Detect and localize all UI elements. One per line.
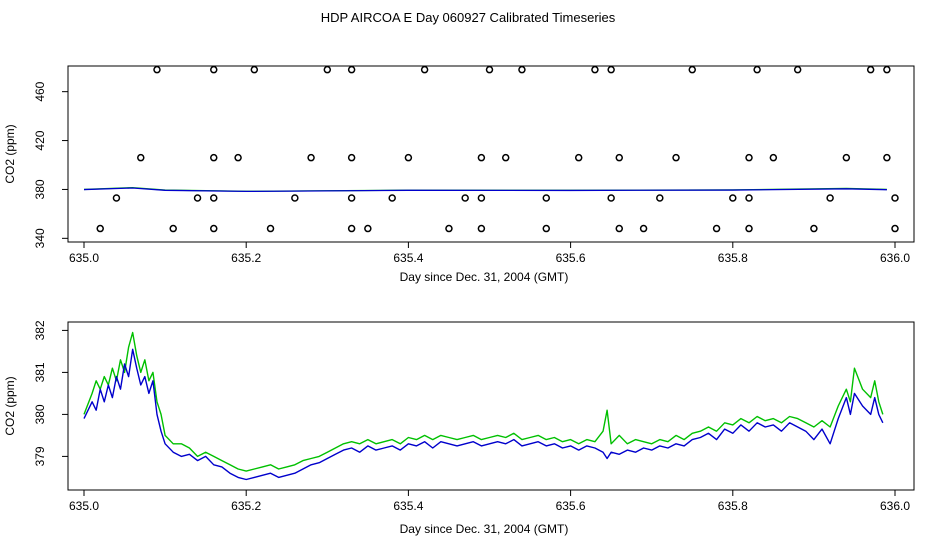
x-tick-label: 635.8 bbox=[718, 251, 748, 265]
scatter-point bbox=[883, 65, 891, 74]
scatter-point bbox=[291, 194, 299, 202]
scatter-point bbox=[420, 65, 429, 74]
x-tick-label: 635.0 bbox=[69, 499, 99, 513]
x-tick-label: 635.6 bbox=[556, 251, 586, 265]
scatter-point bbox=[266, 224, 275, 233]
blue-series-line bbox=[83, 348, 884, 481]
scatter-point bbox=[364, 224, 372, 233]
scatter-point bbox=[866, 65, 875, 74]
figure-title: HDP AIRCOA E Day 060927 Calibrated Times… bbox=[321, 10, 616, 25]
y-tick-label: 380 bbox=[33, 179, 47, 199]
x-tick-label: 635.2 bbox=[231, 499, 261, 513]
scatter-point bbox=[193, 194, 202, 202]
x-tick-label: 636.0 bbox=[880, 251, 910, 265]
x-tick-label: 635.4 bbox=[393, 251, 423, 265]
scatter-point bbox=[347, 153, 356, 162]
y-tick-label: 381 bbox=[33, 362, 47, 382]
upper-panel: Day since Dec. 31, 2004 (GMT) CO2 (ppm) … bbox=[3, 65, 915, 284]
y-tick-label: 379 bbox=[33, 446, 47, 466]
scatter-point bbox=[445, 224, 453, 233]
scatter-point bbox=[501, 153, 510, 162]
y-tick-label: 380 bbox=[33, 404, 47, 424]
x-tick-label: 635.2 bbox=[231, 251, 261, 265]
lower-plot-frame bbox=[67, 321, 915, 491]
x-tick-label: 635.6 bbox=[556, 499, 586, 513]
scatter-point bbox=[842, 153, 851, 162]
y-tick-label: 420 bbox=[33, 130, 47, 150]
scatter-point bbox=[712, 224, 721, 233]
lower-x-axis-label: Day since Dec. 31, 2004 (GMT) bbox=[400, 522, 569, 536]
scatter-point bbox=[210, 65, 218, 74]
x-tick-label: 635.0 bbox=[69, 251, 99, 265]
scatter-point bbox=[745, 224, 753, 233]
scatter-point bbox=[883, 153, 891, 162]
scatter-point bbox=[574, 153, 583, 162]
scatter-point bbox=[404, 153, 413, 162]
lower-y-axis-label: CO2 (ppm) bbox=[3, 376, 17, 435]
scatter-point bbox=[891, 194, 899, 202]
y-tick-label: 340 bbox=[33, 228, 47, 248]
scatter-point bbox=[615, 224, 624, 233]
scatter-point bbox=[729, 194, 737, 202]
scatter-point bbox=[477, 224, 486, 233]
scatter-point bbox=[656, 194, 664, 202]
scatter-point bbox=[388, 194, 396, 202]
scatter-point bbox=[477, 153, 486, 162]
scatter-point bbox=[542, 224, 551, 233]
scatter-point bbox=[518, 65, 526, 74]
scatter-point bbox=[615, 153, 624, 162]
y-tick-label: 382 bbox=[33, 320, 47, 340]
scatter-point bbox=[153, 65, 161, 74]
scatter-point bbox=[891, 224, 899, 233]
x-tick-label: 635.4 bbox=[393, 499, 423, 513]
upper-plot-frame bbox=[67, 65, 915, 243]
scatter-point bbox=[461, 194, 469, 202]
scatter-point bbox=[769, 153, 778, 162]
scatter-point bbox=[347, 65, 356, 74]
scatter-point bbox=[323, 65, 332, 74]
x-tick-label: 635.8 bbox=[718, 499, 748, 513]
scatter-point bbox=[485, 65, 494, 74]
scatter-point bbox=[96, 224, 104, 233]
green-series-line bbox=[83, 331, 884, 472]
scatter-point bbox=[210, 194, 218, 202]
scatter-point bbox=[169, 224, 177, 233]
scatter-point bbox=[591, 65, 599, 74]
scatter-point bbox=[745, 194, 753, 202]
y-tick-label: 460 bbox=[33, 81, 47, 101]
x-tick-label: 636.0 bbox=[880, 499, 910, 513]
scatter-point bbox=[250, 65, 259, 74]
scatter-point bbox=[210, 224, 218, 233]
blue-series-line bbox=[83, 187, 887, 193]
scatter-point bbox=[347, 224, 356, 233]
scatter-point bbox=[672, 153, 680, 162]
lower-panel: Day since Dec. 31, 2004 (GMT) CO2 (ppm) … bbox=[3, 320, 915, 536]
scatter-point bbox=[745, 153, 753, 162]
scatter-point bbox=[753, 65, 761, 74]
upper-x-axis-label: Day since Dec. 31, 2004 (GMT) bbox=[400, 270, 569, 284]
scatter-point bbox=[307, 153, 315, 162]
scatter-point bbox=[826, 194, 834, 202]
scatter-point bbox=[210, 153, 218, 162]
scatter-point bbox=[347, 194, 356, 202]
scatter-point bbox=[234, 153, 242, 162]
scatter-point bbox=[542, 194, 551, 202]
upper-y-axis-label: CO2 (ppm) bbox=[3, 124, 17, 183]
scatter-point bbox=[810, 224, 818, 233]
scatter-point bbox=[477, 194, 486, 202]
scatter-point bbox=[607, 194, 615, 202]
scatter-point bbox=[793, 65, 802, 74]
scatter-point bbox=[112, 194, 121, 202]
scatter-point bbox=[137, 153, 145, 162]
scatter-point bbox=[607, 65, 615, 74]
scatter-point bbox=[639, 224, 648, 233]
scatter-point bbox=[688, 65, 696, 74]
